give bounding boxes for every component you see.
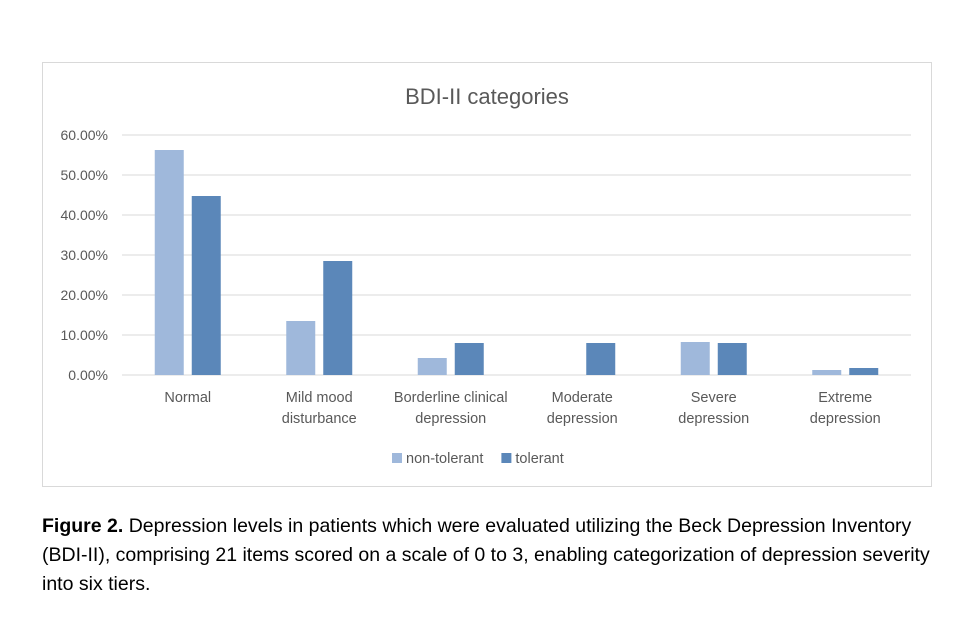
y-tick-label: 30.00% [61, 247, 108, 263]
x-tick-label: Normal [164, 390, 211, 406]
legend-label: tolerant [515, 451, 563, 467]
x-tick-label: depression [810, 411, 881, 427]
y-tick-label: 20.00% [61, 287, 108, 303]
bar-tolerant [717, 343, 747, 375]
y-tick-label: 50.00% [61, 167, 108, 183]
bar-non-tolerant [286, 321, 316, 375]
caption-label: Figure 2. [42, 515, 124, 537]
bar-tolerant [454, 343, 484, 375]
bar-non-tolerant [154, 150, 184, 375]
x-tick-label: Extreme [818, 390, 872, 406]
bar-non-tolerant [417, 358, 447, 375]
bar-tolerant [849, 368, 879, 375]
legend-swatch-tolerant [501, 453, 512, 463]
x-tick-label: depression [547, 411, 618, 427]
x-tick-label: Borderline clinical [394, 390, 508, 406]
x-tick-label: Moderate [552, 390, 613, 406]
y-tick-label: 0.00% [68, 367, 108, 383]
x-tick-label: depression [678, 411, 749, 427]
legend-label: non-tolerant [406, 451, 483, 467]
chart-container [42, 62, 932, 487]
bar-tolerant [586, 343, 616, 375]
bar-chart: BDI-II categories 0.00% 10.00% 20.00% 30.00%… [61, 84, 911, 467]
y-tick-label: 40.00% [61, 207, 108, 223]
x-tick-label: disturbance [282, 411, 357, 427]
x-tick-label: Mild mood [286, 390, 353, 406]
x-tick-label: depression [415, 411, 486, 427]
legend-swatch-non-tolerant [392, 453, 402, 463]
bar-non-tolerant [680, 342, 710, 375]
chart-title: BDI-II categories [405, 84, 569, 109]
caption-text: Depression levels in patients which were… [42, 515, 930, 595]
y-tick-label: 10.00% [61, 327, 108, 343]
bar-non-tolerant [812, 370, 842, 375]
bar-tolerant [191, 196, 221, 375]
x-tick-label: Severe [691, 390, 737, 406]
y-tick-label: 60.00% [61, 127, 108, 143]
figure-caption: Figure 2. Depression levels in patients … [42, 512, 942, 599]
bar-tolerant [323, 261, 353, 375]
